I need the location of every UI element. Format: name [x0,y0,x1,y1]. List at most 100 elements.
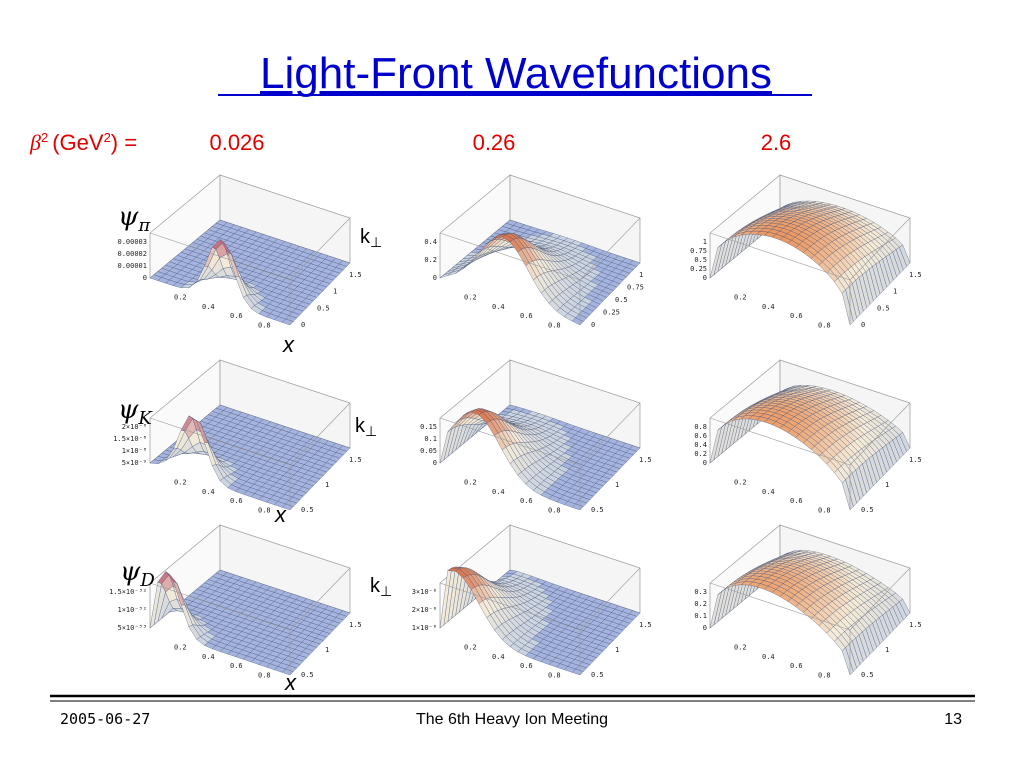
k-tick-label: 1.5 [639,621,652,629]
x-tick-label: 0.4 [492,653,505,661]
k-tick-label: 1.5 [349,456,362,464]
footer-date: 2005-06-27 [60,710,150,728]
x-tick-label: 0.2 [174,293,187,301]
box-edge [579,217,641,281]
box-edge [289,567,351,631]
x-tick-label: 0.6 [230,662,243,670]
z-tick-label: 0.4 [424,238,437,246]
k-tick-label: 0 [861,321,865,329]
beta-symbol: β [29,130,41,155]
k-axis-label: k⊥ [355,415,377,439]
k-sub: ⊥ [380,583,392,599]
surface-cell [571,503,584,511]
z-tick-label: 0.1 [694,612,707,620]
z-tick-label: 1×10⁻³² [117,606,147,614]
box-edge [289,402,351,466]
x-tick-label: 0.2 [174,643,187,651]
z-tick-label: 1.5×10⁻³² [109,588,147,596]
x-tick-label: 0.2 [464,293,477,301]
z-tick-label: 0 [143,274,147,282]
beta-label: β2 (GeV2) = [29,130,137,155]
z-tick-label: 0 [703,624,707,632]
k-tick-label: 1.5 [909,271,922,279]
x-tick-label: 0.2 [464,643,477,651]
z-tick-label: 0.5 [694,256,707,264]
psi: ψ [120,557,141,587]
beta-value: 0.026 [209,130,264,155]
z-tick-label: 3×10⁻⁶ [412,588,437,596]
x-tick-label: 0.8 [258,507,271,515]
x-tick-label: 0.6 [520,312,533,320]
beta-end: ) = [111,130,137,155]
axis-labels: ψπk⊥xψK k⊥xψD k⊥x [118,202,392,695]
surface-cell [571,668,584,676]
k-tick-label: 1 [333,288,337,296]
k-axis-label: k⊥ [360,226,382,250]
beta-exp: 2 [41,130,48,145]
x-tick-label: 0.4 [492,488,505,496]
box-edge [439,417,581,466]
k: k [360,226,371,248]
z-tick-label: 0.05 [420,447,437,455]
z-tick-label: 0.25 [690,265,707,273]
x-tick-label: 0.8 [548,672,561,680]
surface-cell [842,289,854,326]
box-edge [149,582,291,631]
k-tick-label: 0 [591,321,595,329]
k-tick-label: 1 [885,481,889,489]
box-edge [849,567,911,631]
z-tick-label: 1.5×10⁻⁸ [113,435,147,443]
surface-cell [842,647,854,676]
psi: ψ [118,202,139,232]
k-tick-label: 1.5 [909,456,922,464]
box-edge [579,567,641,631]
plot-panel: 1.5×10⁻³² 1×10⁻³² 5×10⁻³³ 0.2 0.4 0.6 0.8 1.5 1 0… [109,524,362,680]
z-tick-label: 5×10⁻³³ [117,624,147,632]
k-tick-label: 1.5 [909,621,922,629]
plot-panel: 0.4 0.2 0 0.2 0.4 0.6 0.8 1 0.75 0.5 0.25 0 [424,174,644,330]
x-axis-label: x [282,332,295,357]
box-edge [439,582,581,631]
k-tick-label: 0.5 [591,506,604,514]
beta-unit: (GeV [52,130,104,155]
z-tick-label: 1×10⁻⁸ [122,447,147,455]
z-tick-label: 0.6 [694,432,707,440]
box-edge [709,417,851,466]
row-label: ψK [118,395,153,429]
k-tick-label: 1 [885,646,889,654]
z-tick-label: 0.4 [694,441,707,449]
box-edge [149,232,291,281]
x-axis-label: x [274,502,287,527]
box-edge [579,402,641,466]
x-tick-label: 0.8 [258,322,271,330]
z-tick-label: 2×10⁻⁶ [412,606,437,614]
title: Light-Front Wavefunctions [260,49,772,98]
box-edge [289,217,351,281]
z-tick-label: 0.2 [694,600,707,608]
x-tick-label: 0.2 [464,478,477,486]
z-tick-label: 0.15 [420,423,437,431]
z-tick-label: 0.2 [694,450,707,458]
z-tick-label: 0 [703,459,707,467]
box-edge [709,582,851,631]
plot-panel: 0.80.60.40.200.20.40.60.81.510.5 [694,359,922,515]
k-tick-label: 0.5 [861,506,874,514]
surface-cell [281,503,294,511]
k-tick-label: 1.5 [349,271,362,279]
x-tick-label: 0.2 [734,643,747,651]
x-tick-label: 0.4 [202,653,215,661]
x-tick-label: 0.4 [762,488,775,496]
z-tick-label: 0.3 [694,588,707,596]
z-tick-label: 0.00001 [117,262,147,270]
surface-cell [571,317,584,326]
x-tick-label: 0.4 [762,303,775,311]
k-tick-label: 1.5 [349,621,362,629]
k-tick-label: 0.5 [591,671,604,679]
footer-event: The 6th Heavy Ion Meeting [416,711,608,728]
unit-exp: 2 [104,130,111,145]
x-tick-label: 0.8 [818,507,831,515]
x-tick-label: 0.4 [492,303,505,311]
x-tick-label: 0.8 [548,507,561,515]
x-tick-label: 0.2 [734,293,747,301]
z-tick-label: 1 [703,238,707,246]
